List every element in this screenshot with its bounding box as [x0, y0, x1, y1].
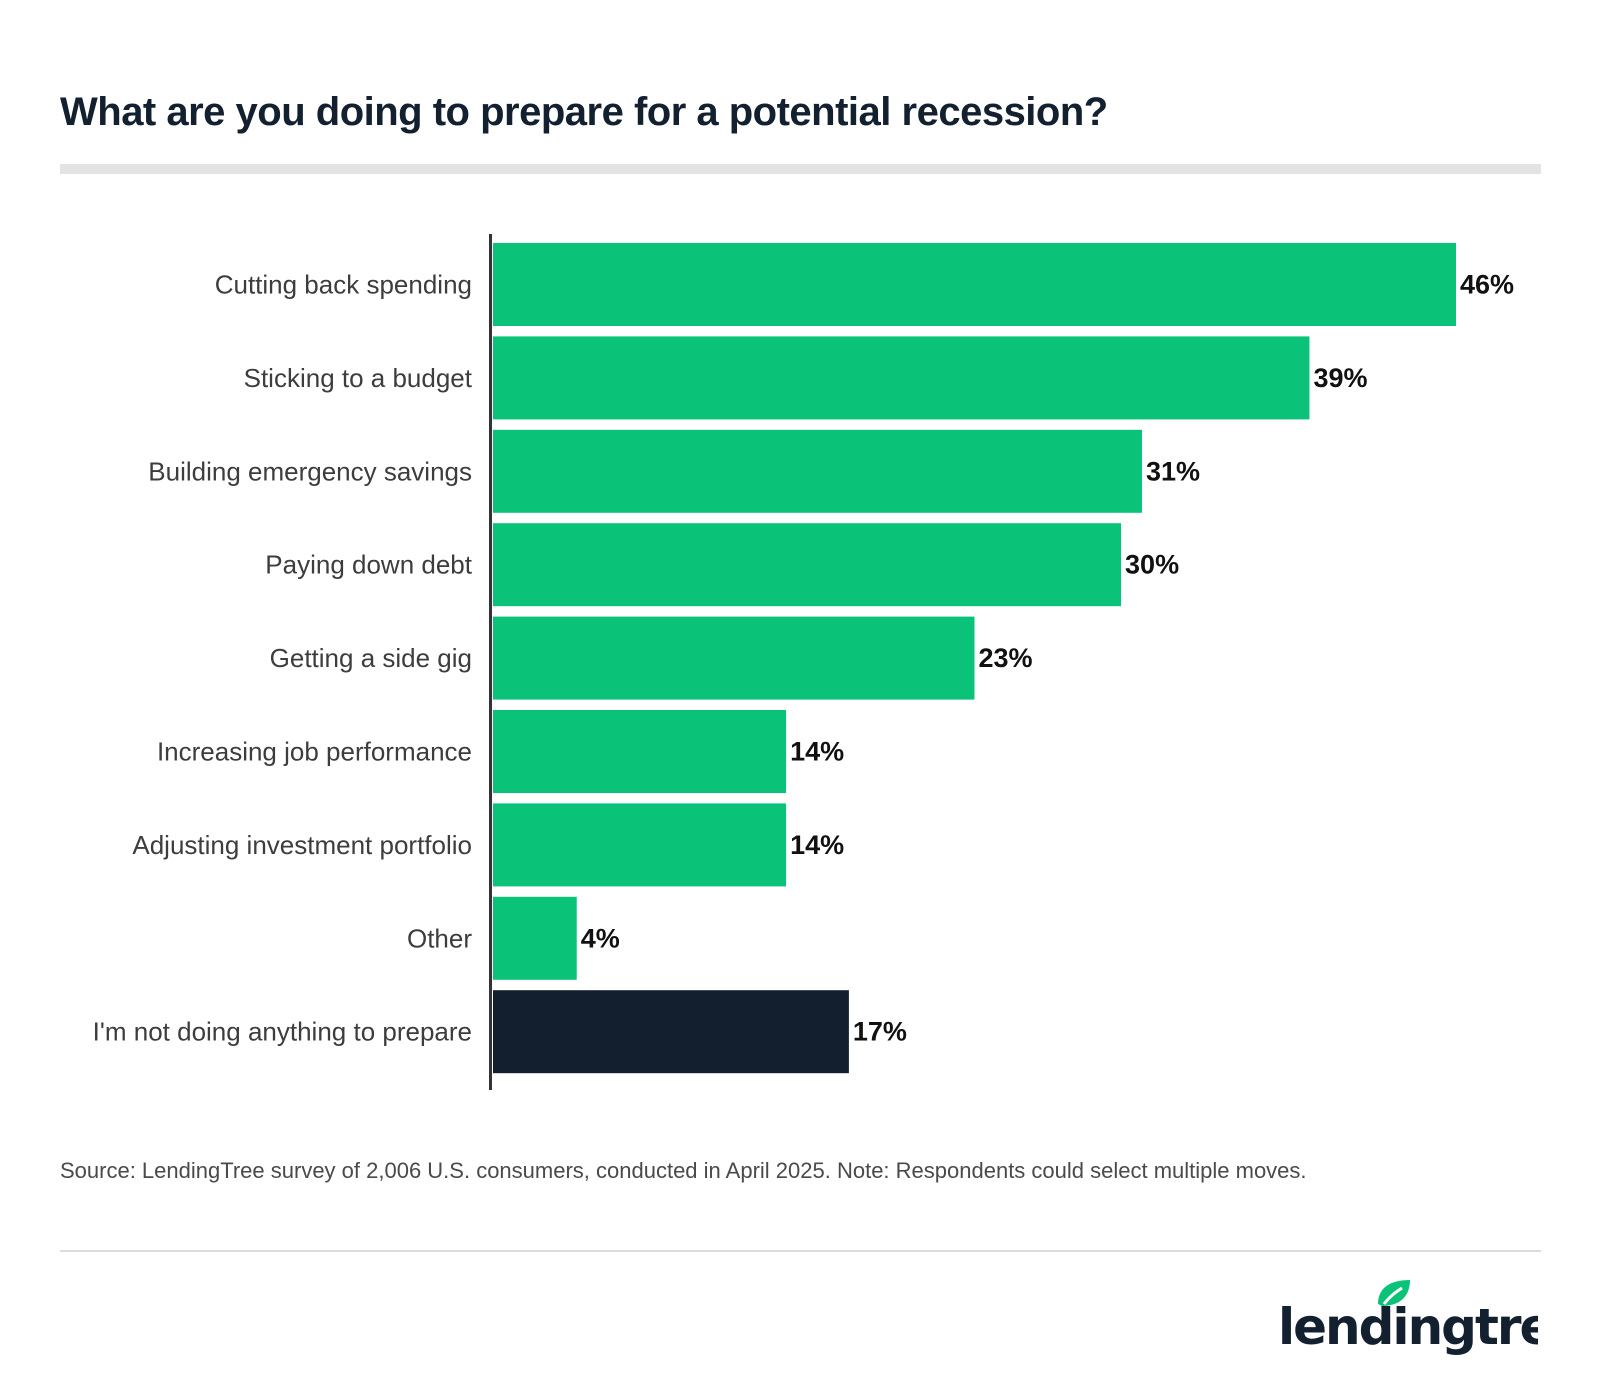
bar: [493, 710, 787, 793]
y-axis-line: [489, 234, 492, 1090]
value-label: 31%: [1146, 456, 1200, 486]
bar: [493, 616, 975, 700]
bar: [493, 990, 849, 1074]
value-label: 14%: [790, 830, 844, 860]
footer-divider: [60, 1250, 1541, 1252]
category-label: Other: [407, 923, 472, 953]
svg-text:lendingtree: lendingtree: [1278, 1298, 1538, 1356]
value-label: 39%: [1313, 363, 1367, 393]
bar: [493, 896, 577, 980]
bar: [493, 429, 1142, 513]
category-label: Paying down debt: [265, 550, 472, 580]
value-label: 17%: [853, 1017, 907, 1047]
category-label: Increasing job performance: [157, 737, 472, 767]
value-label: 14%: [790, 737, 844, 767]
bar-chart: Cutting back spending 46% Sticking to a bu…: [93, 234, 1514, 1090]
chart-title: What are you doing to prepare for a pote…: [60, 90, 1108, 134]
value-label: 4%: [581, 923, 620, 953]
category-label: I'm not doing anything to prepare: [93, 1017, 472, 1047]
category-label: Adjusting investment portfolio: [132, 830, 472, 860]
lendingtree-logo: lendingtree: [1278, 1280, 1538, 1356]
value-label: 23%: [979, 643, 1033, 673]
bar: [493, 243, 1456, 326]
category-label: Cutting back spending: [215, 270, 472, 300]
category-label: Getting a side gig: [270, 643, 472, 673]
bar: [493, 523, 1122, 607]
bar: [493, 336, 1310, 420]
title-divider: [60, 164, 1541, 174]
category-label: Sticking to a budget: [244, 363, 473, 393]
value-label: 46%: [1460, 270, 1514, 300]
source-note: Source: LendingTree survey of 2,006 U.S.…: [60, 1158, 1307, 1183]
category-label: Building emergency savings: [148, 456, 472, 486]
value-label: 30%: [1125, 550, 1179, 580]
bar: [493, 803, 787, 887]
